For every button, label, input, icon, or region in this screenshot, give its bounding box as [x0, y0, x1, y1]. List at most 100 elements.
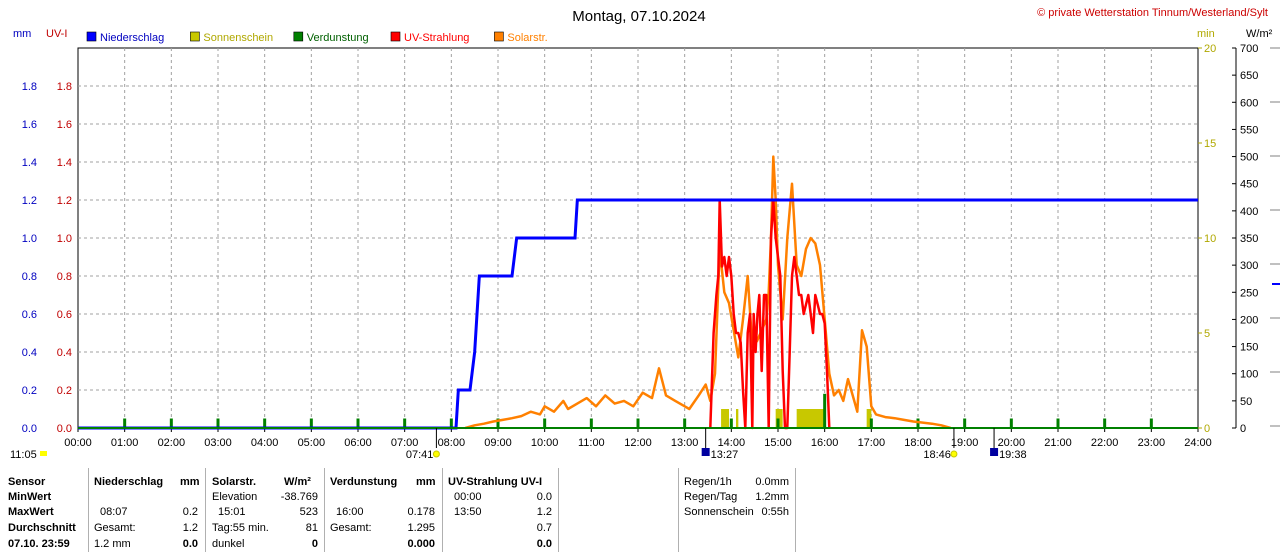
mm-tick-label: 1.2 — [22, 195, 37, 207]
column-divider — [678, 468, 679, 552]
x-tick-label: 08:00 — [438, 437, 466, 449]
x-tick-label: 19:00 — [951, 437, 979, 449]
wm2-tick-label: 350 — [1240, 233, 1258, 245]
regen-tag-label: Regen/Tag — [684, 491, 738, 503]
verdunstung-gesamt-value: 1.295 — [407, 522, 435, 534]
wm2-tick-label: 500 — [1240, 152, 1258, 164]
uv-tick-label: 1.4 — [57, 157, 72, 169]
x-tick-label: 04:00 — [251, 437, 279, 449]
min-tick-label: 10 — [1204, 233, 1216, 245]
min-tick-label: 20 — [1204, 43, 1216, 55]
x-tick-label: 24:00 — [1184, 437, 1212, 449]
regen-1h-label: Regen/1h — [684, 476, 732, 488]
legend-label: UV-Strahlung — [404, 32, 469, 44]
marker-label: 19:38 — [999, 449, 1027, 461]
uv-avg-value: 0.7 — [536, 522, 552, 534]
x-tick-label: 00:00 — [64, 437, 92, 449]
uv-tick-label: 0.8 — [57, 271, 72, 283]
wm2-tick-label: 650 — [1240, 70, 1258, 82]
mm-tick-label: 1.8 — [22, 81, 37, 93]
x-tick-label: 12:00 — [624, 437, 652, 449]
series-niederschlag-line — [78, 198, 1198, 430]
sun-icon — [950, 450, 958, 458]
x-tick-label: 22:00 — [1091, 437, 1119, 449]
uv-tick-label: 1.2 — [57, 195, 72, 207]
verdunstung-title: Verdunstung — [330, 476, 398, 488]
solar-unit: W/m² — [284, 476, 311, 488]
x-tick-label: 03:00 — [204, 437, 232, 449]
legend: Niederschlag Sonnenschein Verdunstung UV-St… — [86, 31, 548, 44]
wm2-tick-label: 100 — [1240, 369, 1258, 381]
x-tick-label: 07:00 — [391, 437, 419, 449]
x-tick-label: 01:00 — [111, 437, 139, 449]
x-tick-label: 15:00 — [764, 437, 792, 449]
x-tick-label: 11:00 — [578, 437, 605, 449]
x-tick-label: 20:00 — [998, 437, 1026, 449]
unit-min: min — [1197, 28, 1215, 40]
uv-last-value: 0.0 — [536, 538, 552, 550]
mm-tick-label: 0.4 — [22, 347, 37, 359]
legend-swatch — [86, 31, 97, 42]
uv-max-time: 13:50 — [454, 506, 482, 518]
wm2-tick-label: 700 — [1240, 43, 1258, 55]
x-tick-label: 17:00 — [858, 437, 886, 449]
verdunstung-max-value: 0.178 — [407, 506, 435, 518]
solar-tag-label: Tag:55 min. — [212, 522, 269, 534]
mm-tick-label: 0.0 — [22, 423, 37, 435]
legend-label: Verdunstung — [307, 32, 369, 44]
unit-mm: mm — [13, 28, 31, 40]
min-tick-label: 5 — [1204, 328, 1210, 340]
verdunstung-max-time: 16:00 — [336, 506, 364, 518]
uv-tick-label: 1.0 — [57, 233, 72, 245]
sunshine-bar — [721, 409, 729, 428]
x-tick-label: 10:00 — [531, 437, 559, 449]
regen-1h-value: 0.0mm — [755, 476, 789, 488]
legend-label: Niederschlag — [100, 32, 164, 44]
column-divider — [795, 468, 796, 552]
label-sensor: Sensor — [8, 476, 46, 488]
solar-last-label: dunkel — [212, 538, 245, 550]
niederschlag-unit: mm — [180, 476, 200, 488]
mm-tick-label: 0.6 — [22, 309, 37, 321]
solar-title: Solarstr. — [212, 476, 257, 488]
niederschlag-max-value: 0.2 — [182, 506, 198, 518]
time-markers: 11:05 07:41 13:27 18:46 19:38 — [10, 428, 1027, 461]
column-divider — [442, 468, 443, 552]
wm2-tick-label: 150 — [1240, 342, 1258, 354]
niederschlag-last-label: 1.2 mm — [94, 538, 131, 550]
sunshine-bar — [866, 409, 872, 428]
label-date: 07.10. 23:59 — [8, 538, 70, 550]
wm2-tick-label: 200 — [1240, 314, 1258, 326]
column-divider — [324, 468, 325, 552]
x-tick-label: 06:00 — [344, 437, 372, 449]
min-tick-label: 0 — [1204, 423, 1210, 435]
mm-tick-label: 1.0 — [22, 233, 37, 245]
unit-uv: UV-I — [46, 28, 67, 40]
uv-max-value: 1.2 — [536, 506, 552, 518]
uv-tick-label: 0.4 — [57, 347, 72, 359]
uv-title: UV-Strahlung UV-I — [448, 476, 543, 488]
wm2-tick-label: 550 — [1240, 124, 1258, 136]
uv-min-value: 0.0 — [536, 491, 552, 503]
min-tick-label: 15 — [1204, 138, 1216, 150]
marker-label: 18:46 — [923, 449, 951, 461]
uv-tick-label: 0.2 — [57, 385, 72, 397]
solar-tag-value: 81 — [305, 522, 318, 534]
uv-min-time: 00:00 — [454, 491, 482, 503]
x-tick-label: 16:00 — [811, 437, 839, 449]
uv-tick-label: 1.6 — [57, 119, 72, 131]
plot-area — [78, 155, 1198, 430]
verdunstung-unit: mm — [416, 476, 436, 488]
sun-icon — [432, 450, 440, 458]
x-tick-label: 05:00 — [298, 437, 326, 449]
uv-tick-label: 1.8 — [57, 81, 72, 93]
x-tick-label: 02:00 — [158, 437, 186, 449]
stats-table: Sensor MinWert MaxWert Durchschnitt 07.1… — [0, 466, 1280, 552]
x-tick-label: 18:00 — [904, 437, 932, 449]
marker-label: 11:05 — [10, 449, 37, 461]
verdunstung-last-value: 0.000 — [407, 538, 435, 550]
marker-label: 07:41 — [406, 449, 434, 461]
wm2-tick-label: 400 — [1240, 206, 1258, 218]
column-divider — [88, 468, 89, 552]
uv-tick-label: 0.0 — [57, 423, 72, 435]
